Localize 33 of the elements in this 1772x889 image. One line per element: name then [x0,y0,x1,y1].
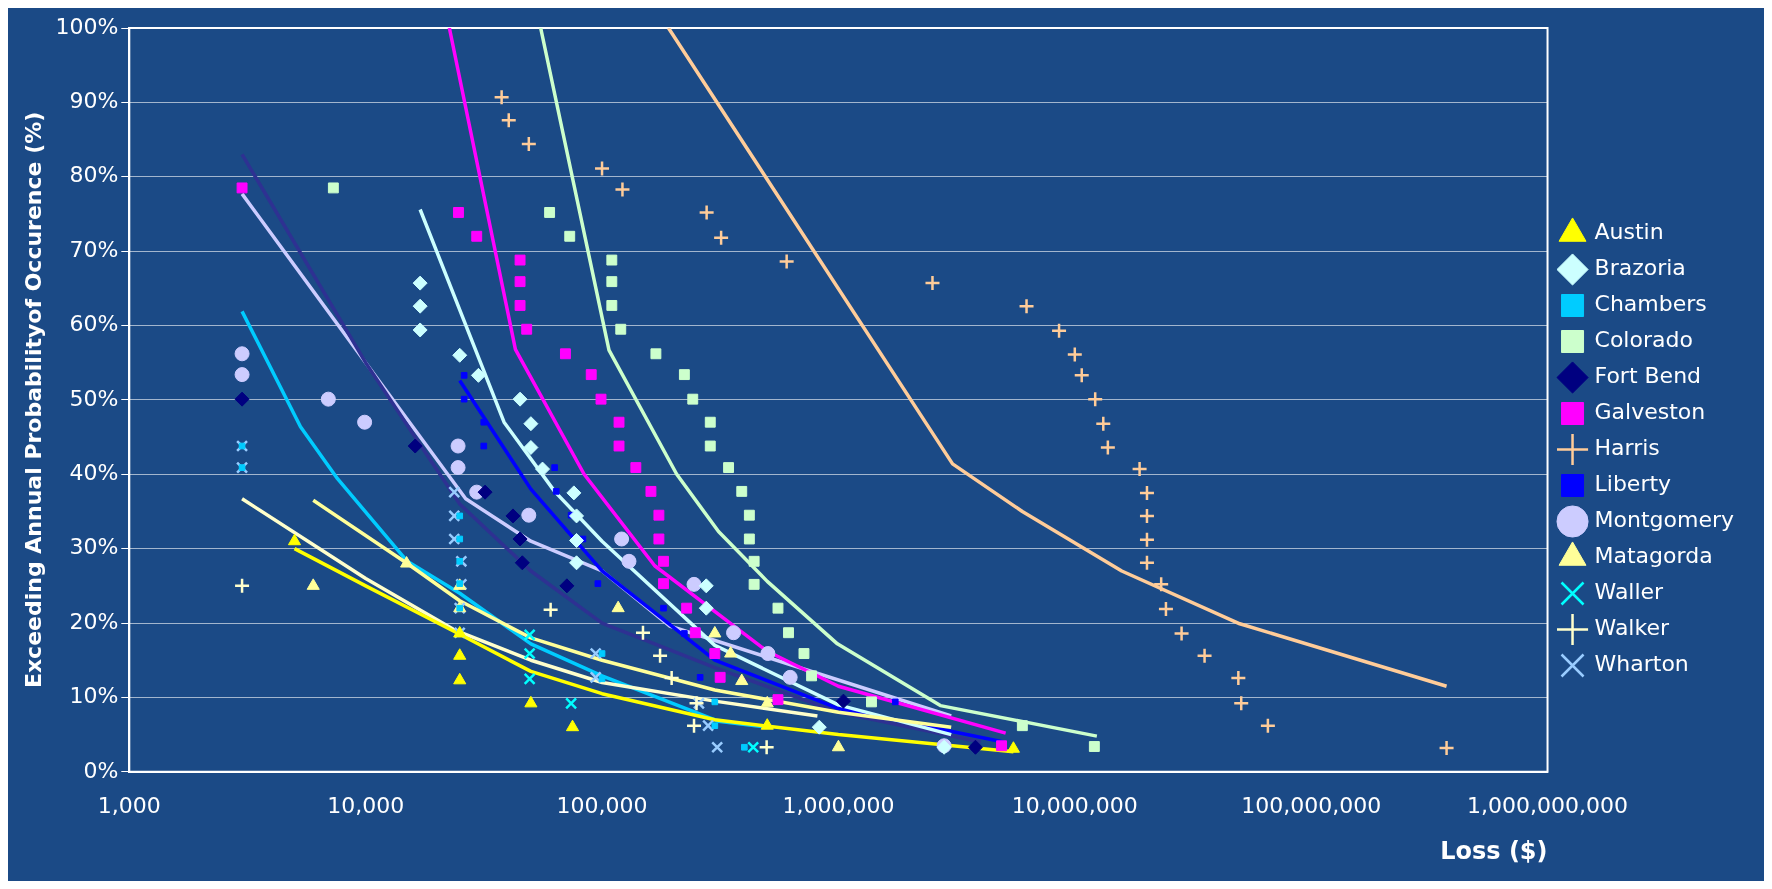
x-tick-label: 10,000 [327,792,405,818]
legend-label: Chambers [1594,291,1707,317]
y-tick-label: 40% [69,460,119,485]
legend-label: Walker [1594,615,1670,641]
x-axis-title: Loss ($) [1440,836,1548,865]
x-tick-label: 100,000 [556,792,648,818]
legend-label: Harris [1594,435,1660,461]
legend-label: Austin [1594,219,1664,245]
legend-label: Galveston [1594,399,1706,425]
x-tick-label: 1,000 [97,792,161,818]
y-tick-label: 70% [69,236,119,262]
y-tick-label: 30% [69,534,119,560]
y-tick-label: 20% [69,608,119,634]
legend-label: Wharton [1594,651,1689,677]
legend-label: Waller [1594,579,1665,605]
legend-label: Matagorda [1594,543,1713,569]
y-tick-label: 60% [69,311,119,337]
legend-label: Montgomery [1594,507,1734,533]
x-tick-label: 100,000,000 [1241,792,1382,818]
legend-label: Fort Bend [1594,363,1702,389]
y-tick-label: 90% [69,88,119,114]
legend-label: Brazoria [1594,255,1686,281]
y-tick-label: 50% [69,385,119,411]
legend-label: Colorado [1594,327,1693,353]
y-tick-label: 0% [83,757,119,783]
y-tick-label: 100% [55,13,119,39]
x-tick-label: 10,000,000 [1011,792,1138,818]
y-axis-title: Exceeding Annual Probabilityof Occurence (%) [20,111,46,689]
x-tick-label: 1,000,000 [782,792,895,818]
y-tick-label: 80% [69,162,119,188]
x-tick-label: 1,000,000,000 [1467,792,1629,818]
legend-label: Liberty [1594,471,1672,497]
y-tick-label: 10% [69,683,119,709]
